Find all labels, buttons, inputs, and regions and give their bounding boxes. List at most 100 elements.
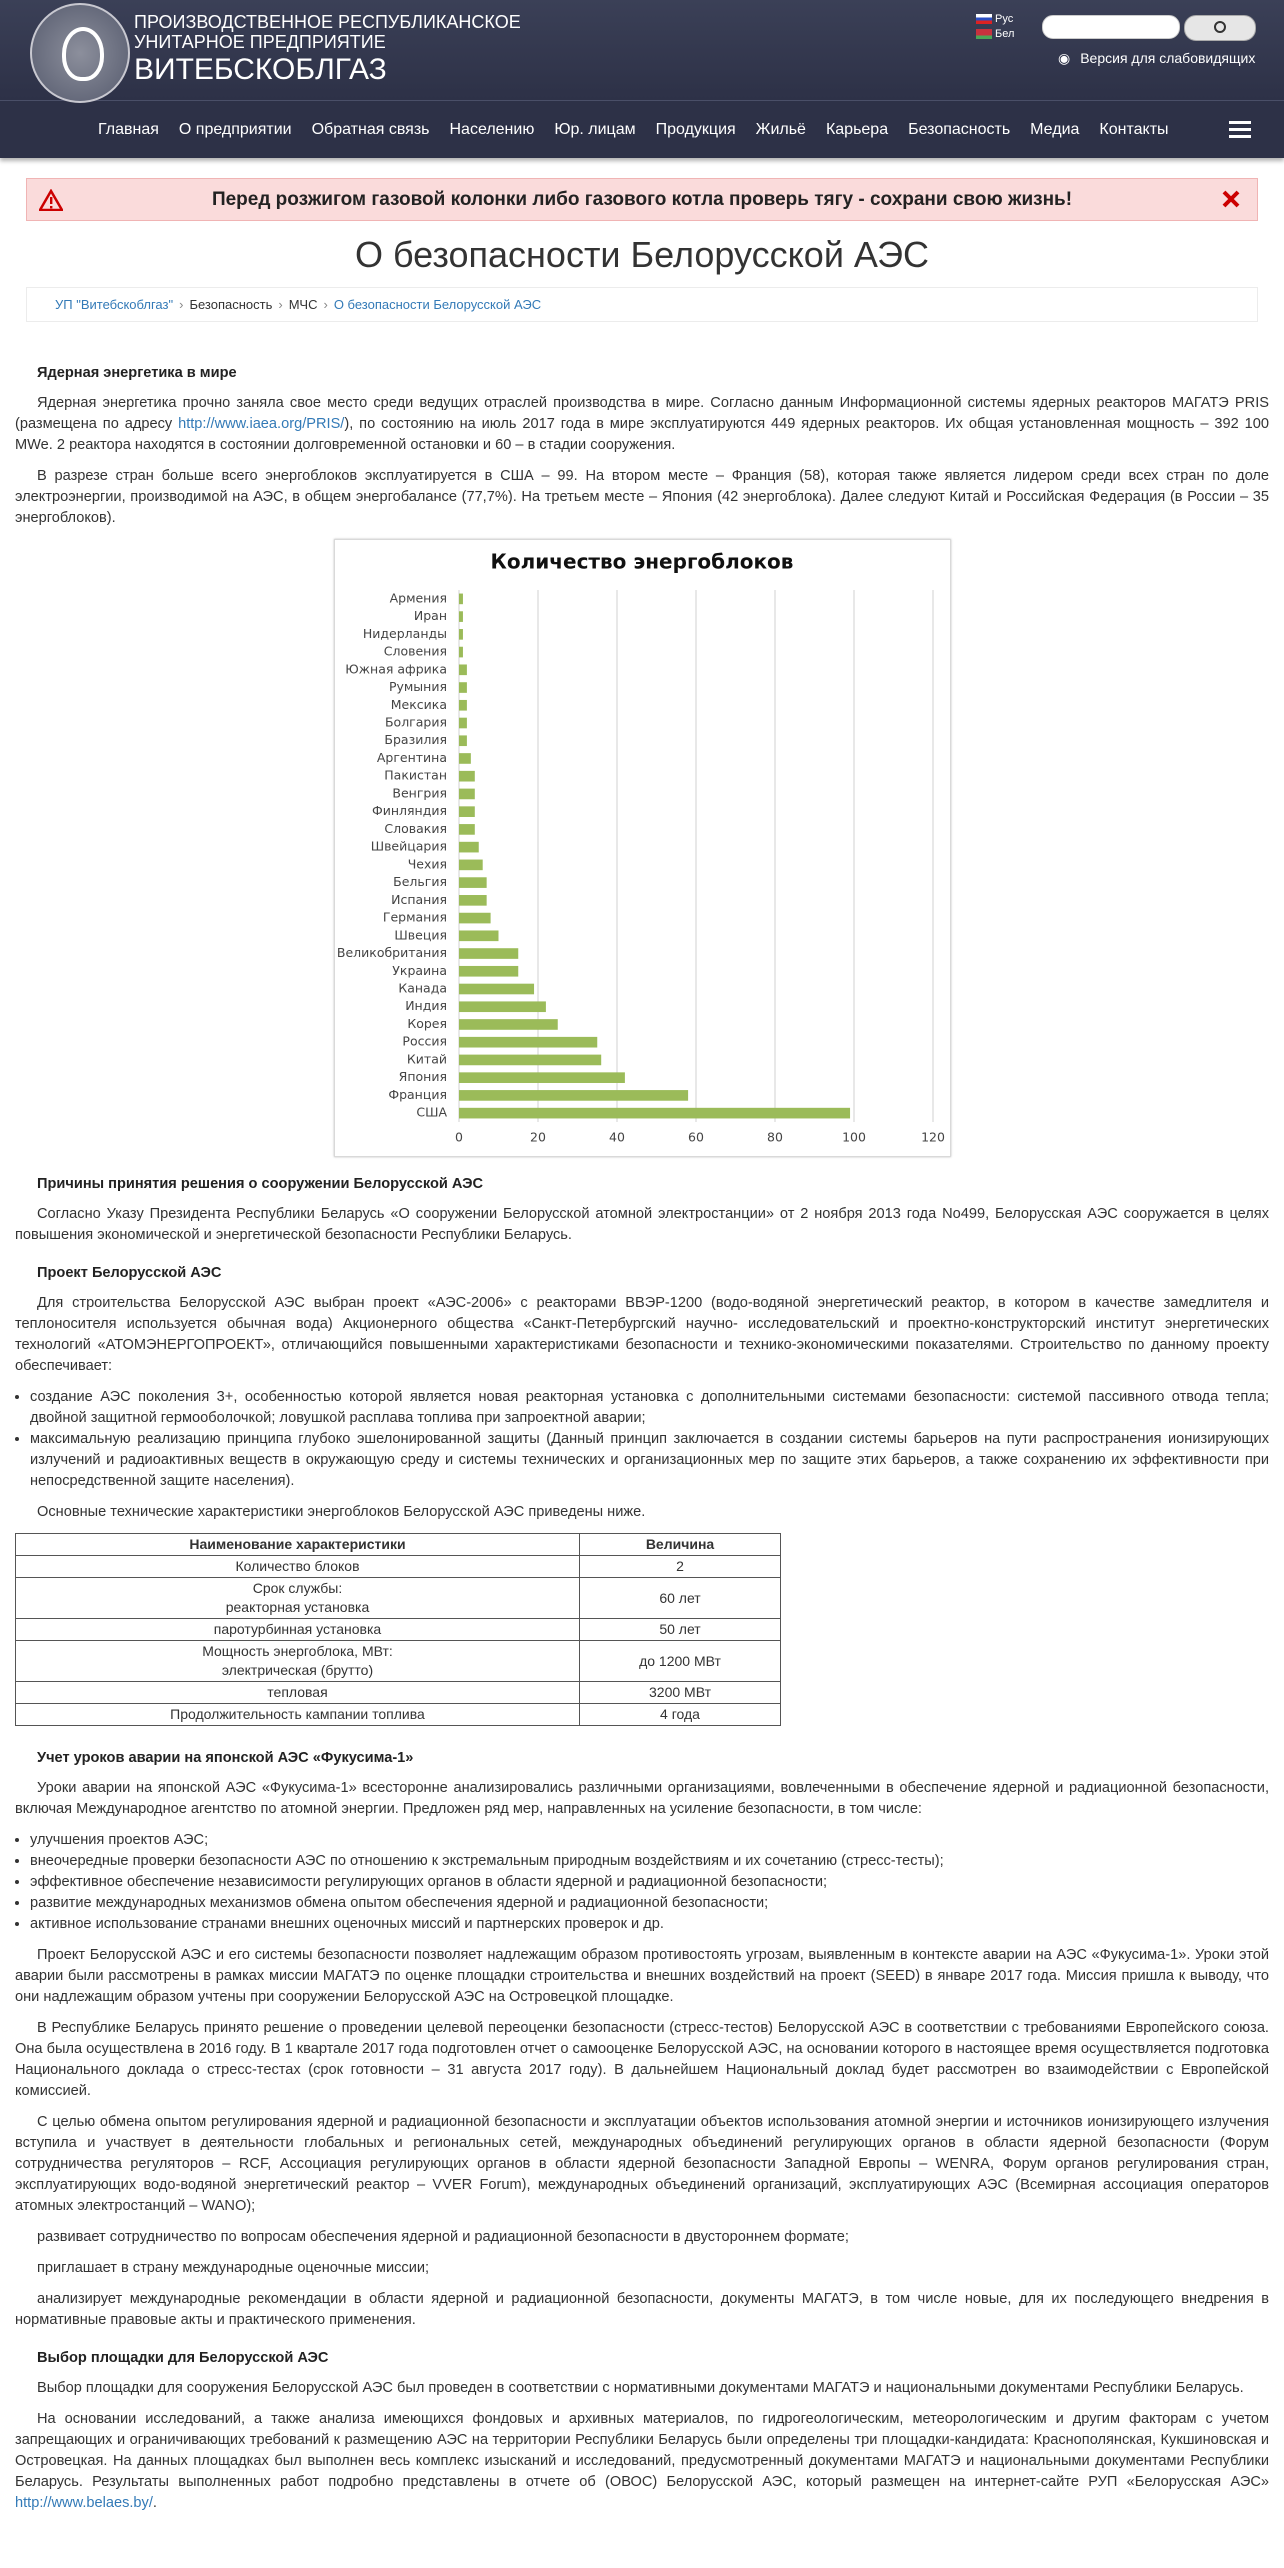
nav-item[interactable]: Безопасность (908, 121, 1011, 138)
table-row: тепловая 3200 МВт (15, 1681, 781, 1704)
nav-item[interactable]: Продукция (655, 121, 736, 138)
list-item: активное использование странами внешних … (30, 1914, 1269, 1935)
nav-item[interactable]: О предприятии (178, 121, 292, 138)
section-heading: Проект Белорусской АЭС (37, 1265, 222, 1281)
y-tick-label: Пакистан (384, 768, 447, 783)
bar (458, 735, 467, 747)
lang-label: Бел (995, 28, 1015, 40)
paragraph: Выбор площадки для сооружения Белорусско… (15, 2378, 1269, 2399)
x-tick-label: 100 (842, 1130, 866, 1145)
table-cell: Мощность энергоблока, МВт: электрическая… (15, 1640, 580, 1682)
table-cell: до 1200 МВт (579, 1640, 781, 1682)
y-tick-label: Швеция (394, 927, 447, 942)
warning-icon (39, 189, 63, 211)
header-cell: Величина (579, 1533, 781, 1556)
bar (458, 1054, 601, 1066)
link[interactable]: http://www.iaea.org/PRIS/ (178, 416, 345, 432)
bar (458, 877, 487, 888)
logo[interactable] (30, 3, 130, 103)
breadcrumb-link[interactable]: О безопасности Белорусской АЭС (333, 297, 542, 312)
y-tick-label: Мексика (390, 697, 446, 712)
search-input[interactable] (1042, 15, 1180, 39)
bar (458, 611, 463, 622)
paragraph: На основании исследований, а также анали… (15, 2409, 1269, 2514)
table-row: Количество блоков 2 (15, 1555, 781, 1578)
y-tick-label: Испания (391, 892, 447, 907)
text: ), по состоянию на июль 2017 года в мире… (15, 416, 1269, 453)
text: Выбор площадки для сооружения Белорусско… (37, 2380, 1244, 2396)
menu-button[interactable] (1228, 128, 1251, 131)
chart-title: Количество энергоблоков (490, 550, 793, 574)
bar (458, 646, 463, 658)
table-row: паротурбинная установка 50 лет (15, 1618, 781, 1641)
bar (458, 1072, 625, 1083)
nav-item[interactable]: Главная (98, 121, 159, 138)
link[interactable]: http://www.belaes.by/ (15, 2495, 153, 2511)
content: Ядерная энергетика в мире Ядерная энергет… (0, 322, 1284, 2514)
x-tick-label: 60 (688, 1130, 704, 1145)
text: приглашает в страну международные оценоч… (37, 2260, 430, 2276)
y-tick-label: Словакия (384, 821, 447, 836)
nav-item[interactable]: Обратная связь (311, 121, 430, 138)
nav-item[interactable]: Жильё (755, 121, 806, 138)
org-title[interactable]: ПРОИЗВОДСТВЕННОЕ РЕСПУБЛИКАНСКОЕ УНИТАРН… (134, 12, 521, 88)
org-name: ВИТЕБСКОБЛГАЗ (134, 53, 387, 86)
nav-item[interactable]: Населению (449, 121, 535, 138)
bar (458, 965, 518, 977)
y-tick-label: Россия (402, 1034, 447, 1049)
y-tick-label: Румыния (388, 679, 446, 694)
bar (458, 593, 463, 605)
y-tick-label: Болгария (384, 715, 446, 730)
bar (458, 1090, 688, 1101)
accessibility-link[interactable]: ◉ Версия для слабовидящих (1058, 50, 1256, 66)
table-cell: Срок службы: реакторная установка (15, 1577, 580, 1619)
section-heading: Выбор площадки для Белорусской АЭС (37, 2350, 329, 2366)
bar (458, 841, 479, 853)
y-tick-label: Франция (388, 1087, 447, 1102)
bar (458, 1036, 597, 1048)
table-row: Мощность энергоблока, МВт: электрическая… (15, 1640, 781, 1682)
lang-by[interactable]: Бел (976, 27, 1014, 42)
nav-item[interactable]: Юр. лицам (554, 121, 636, 138)
paragraph: В Республике Беларусь принято решение о … (15, 2018, 1269, 2102)
nav-item[interactable]: Контакты (1099, 121, 1169, 138)
table-row: Продолжительность кампании топлива 4 года (15, 1703, 781, 1726)
nav-item[interactable]: Медиа (1030, 121, 1080, 138)
text: анализирует международные рекомендации в… (15, 2291, 1269, 2328)
y-tick-label: Армения (389, 590, 446, 605)
paragraph: С целью обмена опытом регулирования ядер… (15, 2112, 1269, 2217)
text: С целью обмена опытом регулирования ядер… (15, 2114, 1269, 2214)
bar (458, 859, 483, 871)
bar (458, 788, 475, 800)
paragraph: Ядерная энергетика прочно заняла свое ме… (15, 393, 1269, 456)
lang-ru[interactable]: Рус (976, 12, 1014, 27)
chart: Количество энергоблоков 0 20 40 60 80 100 120 Ар… (336, 550, 944, 1145)
y-tick-label: Корея (407, 1016, 447, 1031)
text: Для строительства Белорусской АЭС выбран… (15, 1295, 1269, 1374)
y-tick-label: США (416, 1105, 447, 1120)
y-tick-label: Нидерланды (362, 626, 446, 641)
breadcrumb-link[interactable]: УП "Витебскоблгаз" (55, 297, 174, 312)
paragraph: приглашает в страну международные оценоч… (15, 2258, 1269, 2279)
bar (458, 1019, 558, 1030)
close-icon[interactable] (1221, 189, 1241, 209)
table-cell: паротурбинная установка (15, 1618, 580, 1641)
bar (458, 699, 467, 711)
y-tick-label: Иран (413, 608, 446, 623)
nav-bar: Главная О предприятии Обратная связь Населе… (0, 100, 1284, 158)
text: Проект Белорусской АЭС и его системы без… (15, 1947, 1269, 2005)
text: В Республике Беларусь принято решение о … (15, 2020, 1269, 2099)
y-tick-label: Бельгия (393, 874, 447, 889)
bar (458, 717, 467, 729)
text: На основании исследований, а также анали… (15, 2411, 1269, 2490)
y-tick-label: Китай (406, 1051, 446, 1066)
bar (458, 664, 467, 676)
search-button[interactable] (1184, 15, 1256, 41)
list-item: развитие международных механизмов обмена… (30, 1893, 1269, 1914)
nav-item[interactable]: Карьера (825, 121, 889, 138)
lang-label: Рус (995, 13, 1014, 25)
content-top: Ядерная энергетика в мире Ядерная энергет… (15, 363, 1269, 529)
breadcrumb-item: МЧС (288, 297, 318, 312)
languages: Рус Бел (976, 12, 1014, 42)
y-tick-label: Чехия (407, 856, 446, 871)
